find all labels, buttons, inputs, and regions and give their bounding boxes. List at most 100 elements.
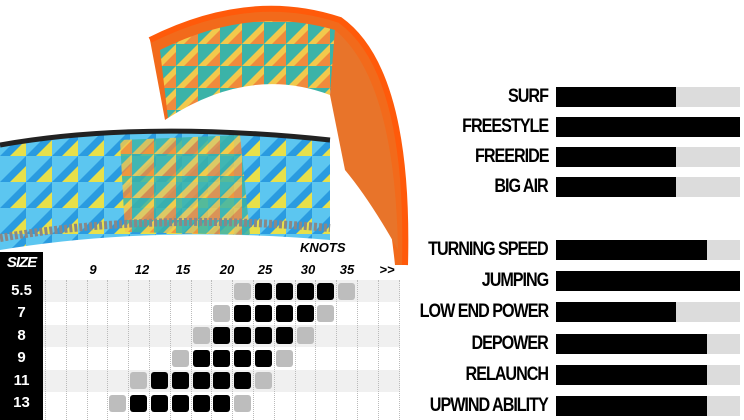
rating-label: DEPOWER [471,333,549,354]
rating-label: FREESTYLE [462,116,549,137]
optimal-wind-cell [192,349,210,367]
rating-label: SURF [508,86,549,107]
optimal-wind-cell [317,282,335,300]
rating-bar [556,365,740,385]
rating-bar [556,177,740,197]
rating-bar-fill [556,177,676,197]
grid-line [107,280,109,420]
knots-tick: 25 [257,262,273,277]
rating-row: TURNING SPEED [380,239,744,261]
rating-row: SURF [380,86,744,108]
rating-row: LOW END POWER [380,301,744,323]
rating-row: RELAUNCH [380,364,744,386]
optimal-wind-cell [192,394,210,412]
grid-line [232,280,234,420]
rating-bar-fill [556,396,707,416]
grid-line [294,280,296,420]
optimal-wind-cell [234,304,252,322]
size-label: 13 [13,394,30,411]
optimal-wind-cell [275,304,293,322]
optimal-wind-cell [255,349,272,367]
marginal-wind-cell [192,327,210,345]
optimal-wind-cell [151,372,168,390]
optimal-wind-cell [213,372,231,390]
rating-bar [556,87,740,107]
grid-line [169,280,171,420]
rating-bar [556,240,740,260]
knots-tick: 20 [219,262,235,277]
knots-label: KNOTS [300,240,346,255]
knots-tick: 12 [134,262,150,277]
marginal-wind-cell [275,349,293,367]
size-label: 5.5 [11,282,32,299]
rating-row: DEPOWER [380,333,744,355]
size-label: 11 [13,371,30,389]
rating-bar-fill [556,271,740,291]
grid-line [253,280,254,420]
knots-tick: 35 [339,262,355,277]
rating-label: UPWIND ABILITY [430,395,549,416]
marginal-wind-cell [255,372,272,390]
marginal-wind-cell [317,304,335,322]
optimal-wind-cell [255,304,272,322]
rating-row: BIG AIR [380,176,744,198]
grid-line [357,280,358,420]
optimal-wind-cell [234,372,252,390]
knots-tick: 9 [89,262,97,277]
optimal-wind-cell [213,349,231,367]
knots-tick: 15 [175,262,191,277]
size-label: 8 [17,326,26,344]
rating-bar [556,271,740,291]
grid-line [128,280,130,420]
rating-label: BIG AIR [494,176,549,197]
grid-line [336,280,338,420]
optimal-wind-cell [151,394,168,412]
size-column [0,252,43,420]
rating-bar [556,147,740,167]
optimal-wind-cell [275,327,293,345]
rating-row: JUMPING [380,270,744,292]
rating-bar-fill [556,302,676,322]
optimal-wind-cell [296,304,314,322]
blue-kite [0,128,331,250]
rating-label: TURNING SPEED [428,239,549,260]
grid-line [190,280,192,420]
grid-line [65,280,67,420]
grid-line [398,280,400,420]
marginal-wind-cell [234,394,252,412]
rating-row: UPWIND ABILITY [380,395,744,417]
optimal-wind-cell [275,282,293,300]
rating-bar-fill [556,87,676,107]
optimal-wind-cell [255,282,272,300]
marginal-wind-cell [130,372,148,390]
rating-label: FREERIDE [474,146,550,167]
marginal-wind-cell [213,304,231,322]
marginal-wind-cell [109,394,127,412]
rating-bar-fill [556,117,740,137]
optimal-wind-cell [234,349,252,367]
marginal-wind-cell [234,282,252,300]
rating-label: RELAUNCH [465,364,549,385]
marginal-wind-cell [296,327,314,345]
optimal-wind-cell [130,394,148,412]
size-header: SIZE [6,254,37,271]
optimal-wind-cell [171,394,189,412]
rating-label: LOW END POWER [419,301,550,322]
marginal-wind-cell [171,349,189,367]
grid-line [45,280,46,420]
optimal-wind-cell [213,394,231,412]
size-label: 9 [17,349,26,367]
kite-images [0,5,409,266]
rating-bar-fill [556,365,707,385]
optimal-wind-cell [296,282,314,300]
rating-bar [556,334,740,354]
optimal-wind-cell [213,327,231,345]
size-label: 7 [17,304,26,322]
grid-line [149,280,150,420]
grid-line [315,280,317,420]
marginal-wind-cell [338,282,356,300]
grid-line [86,280,88,420]
rating-bar-fill [556,334,707,354]
optimal-wind-cell [234,327,252,345]
knots-tick: 30 [300,262,316,277]
